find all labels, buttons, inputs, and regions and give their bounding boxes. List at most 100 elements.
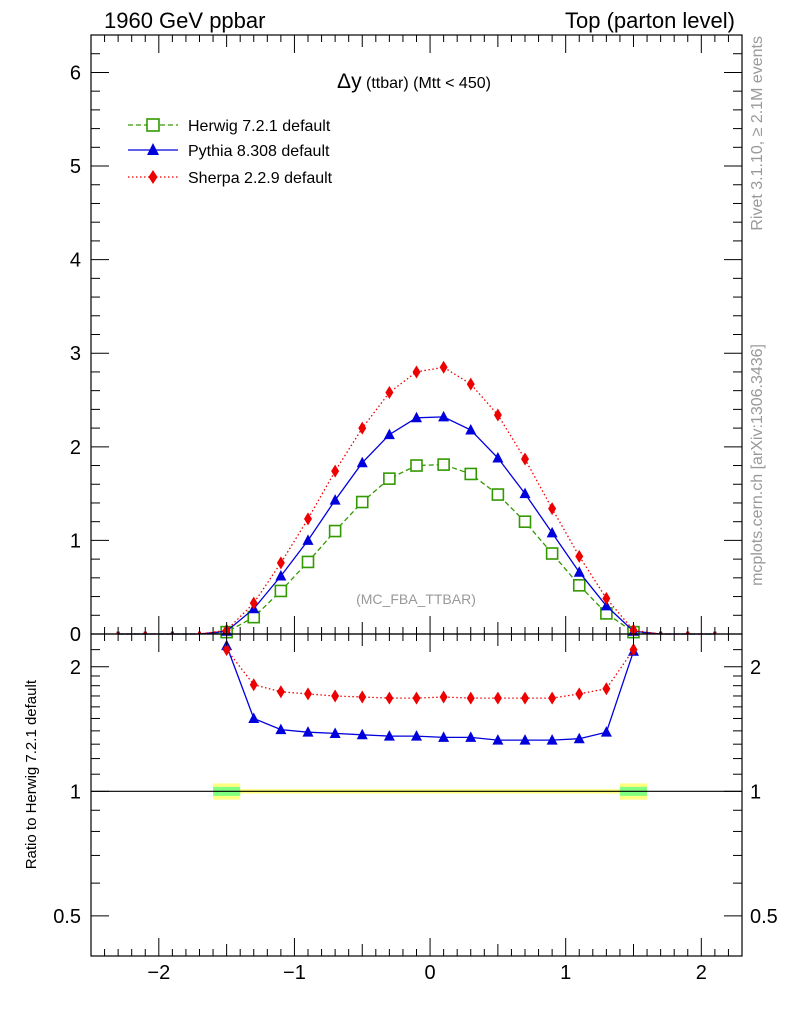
- main-panel: 0 1 2 3 4 5 6 Δy (ttbar) (Mtt < 450) (MC_FBA_T…: [70, 34, 743, 646]
- ratio-point-pythia: [411, 730, 422, 741]
- main-point-pythia: [600, 599, 612, 611]
- ratio-point-pythia: [329, 727, 341, 738]
- ratio-line-pythia: [225, 645, 635, 741]
- main-point-pythia: [573, 566, 585, 577]
- ratio-point-sherpa: [466, 691, 475, 705]
- legend-marker-herwig: [146, 118, 160, 132]
- ratio-point-sherpa: [385, 691, 394, 705]
- legend-label-pythia: Pythia 8.308 default: [188, 143, 330, 160]
- ratio-point-sherpa: [412, 691, 421, 705]
- legend-marker-pythia: [147, 143, 159, 155]
- ratio-panel-series: [221, 639, 639, 745]
- ratio-panel-y-tick-labels: 0.5 0.5 1 1 2 2: [53, 657, 778, 928]
- main-point-sherpa: [358, 421, 367, 435]
- main-chart-title-symbol: Δy: [337, 70, 362, 93]
- x-tick-label: −2: [147, 962, 170, 984]
- ratio-y-tick-label-left: 1: [70, 781, 81, 803]
- main-y-tick-label: 2: [70, 437, 81, 459]
- main-series-herwig: [116, 458, 717, 639]
- ratio-point-sherpa: [629, 643, 638, 657]
- main-line-herwig: [118, 463, 715, 635]
- legend-label-sherpa: Sherpa 2.2.9 default: [188, 170, 333, 187]
- ratio-panel: 0.5 0.5 1 1 2 2 −2 −1 0 1 2 Ratio to Herwig 7.2.1…: [23, 633, 778, 984]
- main-point-herwig: [355, 495, 369, 509]
- ratio-point-sherpa: [276, 685, 285, 699]
- header-process-label: Top (parton level): [565, 8, 735, 33]
- main-point-herwig: [328, 524, 342, 538]
- main-y-tick-label: 0: [70, 624, 81, 646]
- ratio-point-sherpa: [331, 689, 340, 703]
- main-y-tick-label: 1: [70, 530, 81, 552]
- ratio-point-sherpa: [602, 682, 611, 696]
- main-point-sherpa: [602, 591, 611, 605]
- main-point-herwig: [410, 459, 423, 472]
- ratio-y-tick-label-right: 1: [750, 781, 761, 803]
- ratio-point-pythia: [275, 723, 287, 735]
- ratio-panel-frame: [90, 633, 743, 957]
- main-point-pythia: [329, 494, 341, 505]
- main-chart-title-subtext: (ttbar) (Mtt < 450): [362, 75, 491, 92]
- main-point-herwig: [301, 555, 315, 569]
- ratio-point-pythia: [356, 728, 368, 740]
- legend-label-herwig: Herwig 7.2.1 default: [188, 118, 331, 135]
- ratio-point-pythia: [573, 732, 585, 744]
- main-point-pythia: [519, 487, 531, 499]
- main-point-sherpa: [439, 360, 448, 374]
- main-point-pythia: [275, 569, 287, 581]
- main-panel-y-tick-labels: 0 1 2 3 4 5 6: [70, 62, 81, 646]
- ratio-point-sherpa: [521, 691, 529, 705]
- main-point-herwig: [464, 467, 478, 481]
- ratio-point-sherpa: [304, 687, 312, 701]
- ratio-point-sherpa: [358, 690, 367, 704]
- main-y-tick-label: 4: [70, 250, 81, 272]
- main-point-pythia: [438, 410, 450, 422]
- ratio-series-pythia: [221, 639, 639, 745]
- legend-entry-pythia: Pythia 8.308 default: [128, 143, 330, 160]
- main-point-herwig: [437, 458, 450, 471]
- main-point-sherpa: [412, 365, 421, 379]
- ratio-point-pythia: [248, 712, 260, 723]
- main-chart-title: Δy (ttbar) (Mtt < 450): [337, 70, 491, 93]
- main-point-herwig: [247, 610, 261, 624]
- rivet-version-label: Rivet 3.1.10, ≥ 2.1M events: [749, 36, 766, 231]
- x-tick-label: 1: [560, 962, 571, 984]
- main-point-herwig: [572, 579, 586, 592]
- ratio-line-sherpa: [226, 649, 635, 699]
- main-point-pythia: [465, 423, 477, 435]
- main-point-herwig: [545, 547, 559, 560]
- legend: Herwig 7.2.1 default Pythia 8.308 defaul…: [128, 118, 333, 187]
- main-y-tick-label: 6: [70, 62, 81, 84]
- ratio-uncertainty-band: [91, 783, 742, 800]
- main-point-pythia: [302, 534, 314, 545]
- main-point-herwig: [274, 584, 288, 598]
- main-point-pythia: [383, 428, 395, 440]
- main-point-herwig: [518, 515, 532, 528]
- header-energy-label: 1960 GeV ppbar: [104, 8, 265, 33]
- mcplots-reference-label: mcplots.cern.ch [arXiv:1306.3436]: [749, 344, 766, 586]
- x-tick-label: 2: [696, 962, 707, 984]
- main-point-pythia: [356, 456, 368, 468]
- ratio-point-sherpa: [493, 691, 502, 705]
- x-tick-label: −1: [283, 962, 306, 984]
- ratio-y-tick-label-left: 0.5: [53, 906, 81, 928]
- ratio-y-tick-label-left: 2: [70, 657, 81, 679]
- ratio-point-pythia: [546, 734, 558, 745]
- main-point-sherpa: [385, 386, 394, 400]
- ratio-point-sherpa: [575, 687, 584, 701]
- ratio-point-sherpa: [222, 643, 231, 657]
- legend-entry-herwig: Herwig 7.2.1 default: [128, 118, 331, 135]
- ratio-point-sherpa: [548, 691, 557, 705]
- main-point-sherpa: [331, 464, 340, 478]
- legend-marker-sherpa: [148, 170, 158, 184]
- analysis-watermark: (MC_FBA_TTBAR): [356, 591, 476, 607]
- ratio-point-pythia: [519, 734, 531, 745]
- main-point-sherpa: [304, 512, 312, 526]
- ratio-point-pythia: [600, 726, 612, 737]
- legend-entry-sherpa: Sherpa 2.2.9 default: [128, 170, 333, 187]
- ratio-point-pythia: [383, 730, 395, 741]
- x-axis-tick-labels: −2 −1 0 1 2: [147, 962, 706, 984]
- ratio-y-axis-label: Ratio to Herwig 7.2.1 default: [23, 679, 40, 869]
- main-y-tick-label: 3: [70, 343, 81, 365]
- main-point-sherpa: [521, 452, 529, 466]
- main-point-sherpa: [466, 377, 475, 391]
